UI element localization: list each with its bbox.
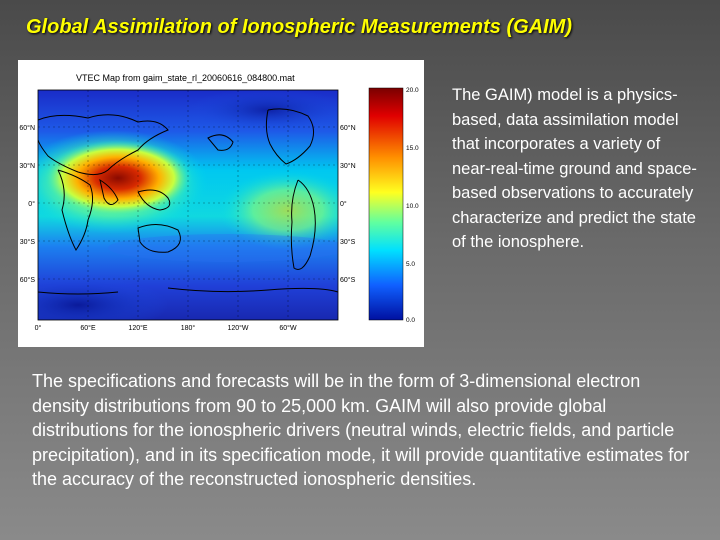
colorbar-label: 5.0: [406, 261, 415, 268]
colorbar: [368, 87, 404, 321]
colorbar-label: 20.0: [406, 87, 419, 94]
map-frame: [37, 89, 339, 321]
lat-label: 30°N: [340, 162, 356, 170]
side-paragraph: The GAIM) model is a physics-based, data…: [452, 86, 697, 251]
colorbar-labels: 20.0 15.0 10.0 5.0 0.0: [406, 87, 419, 324]
colorbar-label: 15.0: [406, 145, 419, 152]
lon-label: 180°: [181, 324, 196, 332]
lat-label: 60°S: [340, 276, 356, 284]
map-grid: [38, 90, 338, 320]
lat-label: 60°N: [19, 124, 35, 132]
lat-label: 30°S: [20, 238, 36, 246]
lon-label: 120°W: [227, 324, 248, 332]
lon-labels: 0° 60°E 120°E 180° 120°W 60°W: [35, 324, 297, 332]
vtec-map-svg: VTEC Map from gaim_state_rl_20060616_084…: [19, 73, 419, 332]
lat-label: 60°S: [20, 276, 36, 284]
lon-label: 0°: [35, 324, 42, 332]
lat-label: 30°N: [19, 162, 35, 170]
lat-labels-left: 60°N 30°N 0° 30°S 60°S: [19, 124, 35, 284]
slide-title: Global Assimilation of Ionospheric Measu…: [26, 16, 573, 38]
lat-label: 30°S: [340, 238, 356, 246]
bottom-paragraph: The specifications and forecasts will be…: [32, 371, 690, 490]
lat-label: 0°: [340, 200, 347, 208]
map-title: VTEC Map from gaim_state_rl_20060616_084…: [76, 73, 295, 83]
lat-label: 60°N: [340, 124, 356, 132]
lat-labels-right: 60°N 30°N 0° 30°S 60°S: [340, 124, 356, 284]
lat-label: 0°: [28, 200, 35, 208]
vtec-map-figure: VTEC Map from gaim_state_rl_20060616_084…: [18, 60, 424, 347]
colorbar-label: 10.0: [406, 203, 419, 210]
colorbar-label: 0.0: [406, 317, 415, 324]
lon-label: 120°E: [128, 324, 147, 332]
lon-label: 60°W: [279, 324, 297, 332]
vtec-heatmap: [38, 90, 338, 320]
lon-label: 60°E: [80, 324, 96, 332]
